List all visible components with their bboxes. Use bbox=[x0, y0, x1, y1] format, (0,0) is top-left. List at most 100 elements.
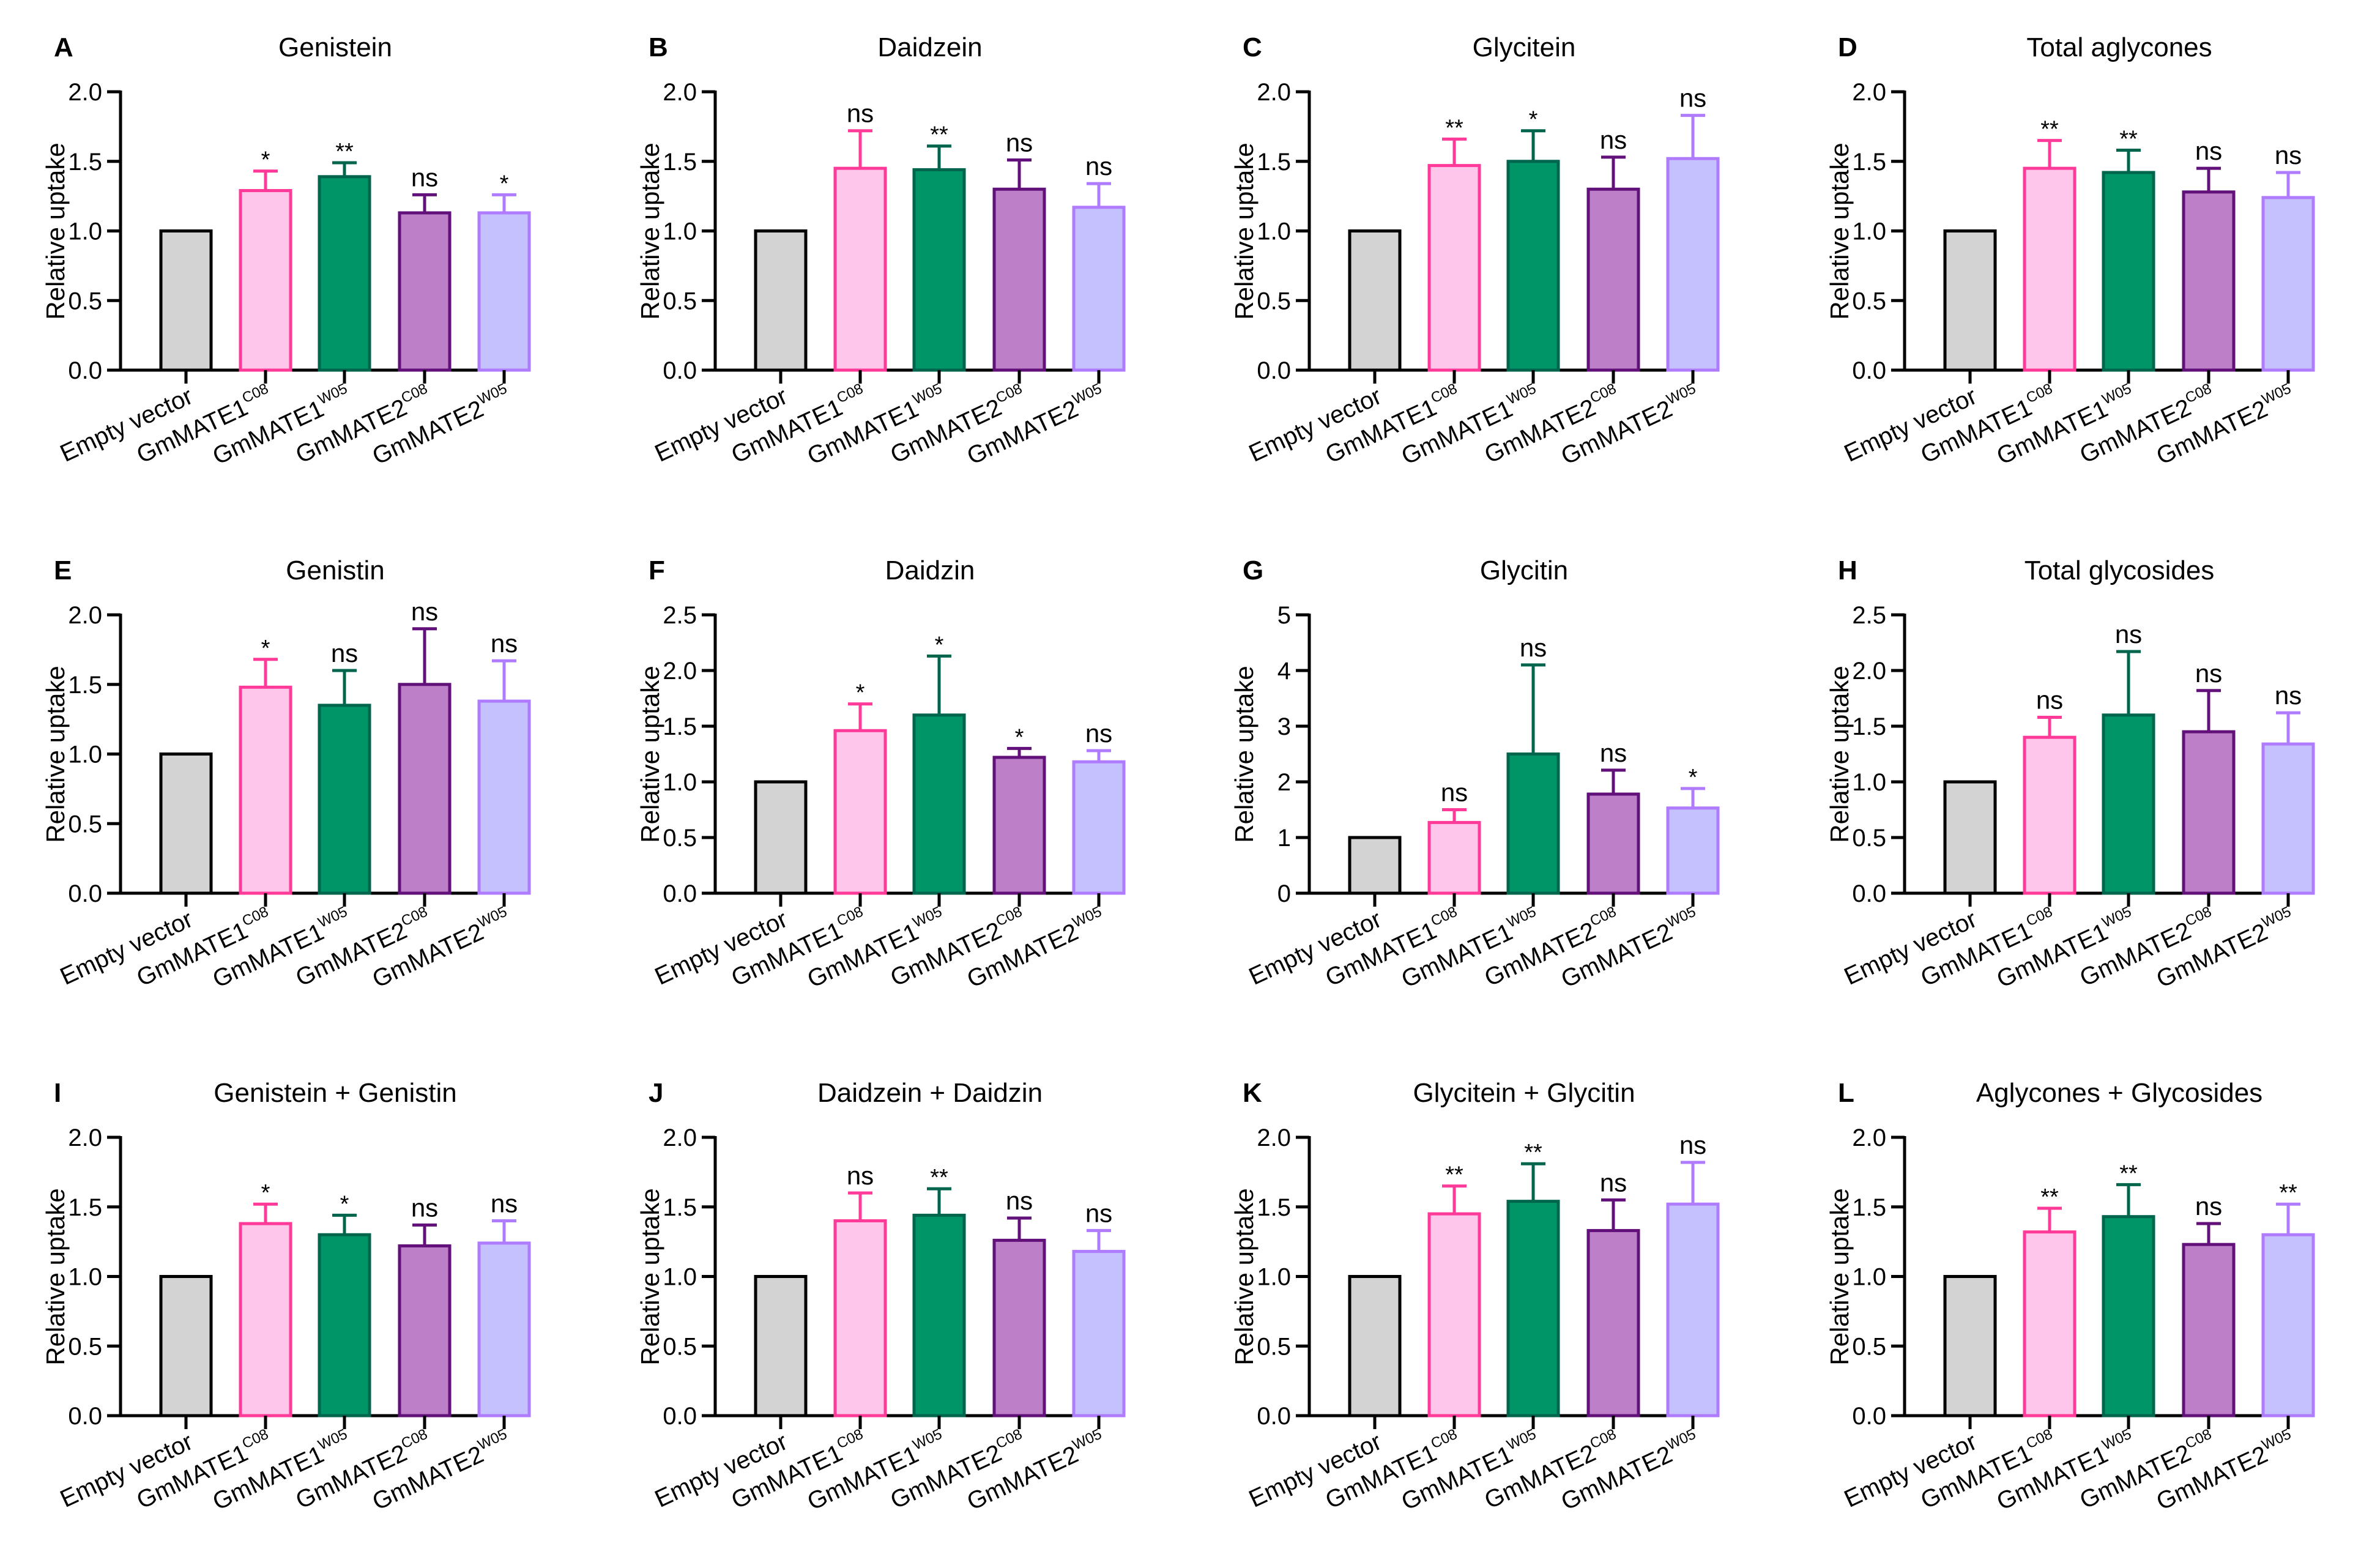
y-tick-label: 0.0 bbox=[68, 357, 102, 384]
significance-label: ** bbox=[1524, 1140, 1542, 1165]
y-tick-label: 1.5 bbox=[663, 713, 697, 740]
category-superscript: W05 bbox=[910, 381, 945, 408]
y-tick-label: 1.5 bbox=[1257, 1194, 1291, 1221]
y-tick-label: 3 bbox=[1277, 713, 1291, 740]
significance-label: ns bbox=[1006, 128, 1033, 157]
category-superscript: W05 bbox=[1664, 1426, 1698, 1454]
bar bbox=[1666, 1202, 1720, 1418]
y-tick-label: 1.0 bbox=[1257, 1264, 1291, 1291]
bar bbox=[833, 1219, 887, 1418]
significance-label: ns bbox=[2275, 141, 2302, 169]
bar bbox=[477, 211, 531, 372]
y-tick-label: 0.0 bbox=[1852, 880, 1886, 907]
category-superscript: W05 bbox=[910, 1426, 945, 1454]
y-tick-label: 1.0 bbox=[68, 218, 102, 245]
significance-label: ns bbox=[491, 1189, 518, 1218]
category-superscript: C08 bbox=[994, 1426, 1025, 1452]
panel-title: Glycitein bbox=[1473, 32, 1576, 62]
y-tick-label: 1.5 bbox=[1852, 713, 1886, 740]
y-tick-label: 0.5 bbox=[1852, 288, 1886, 314]
y-tick-label: 2.0 bbox=[1852, 658, 1886, 685]
category-superscript: W05 bbox=[2100, 1426, 2134, 1454]
category-superscript: C08 bbox=[240, 1426, 271, 1452]
y-tick-label: 1.5 bbox=[1257, 149, 1291, 176]
y-axis-label: Relative uptake bbox=[1230, 666, 1259, 843]
y-axis-label: Relative uptake bbox=[1825, 1188, 1854, 1365]
panel-title: Total glycosides bbox=[2025, 555, 2215, 585]
category-superscript: C08 bbox=[1588, 1426, 1619, 1452]
significance-label: * bbox=[1529, 107, 1538, 133]
category-superscript: W05 bbox=[1504, 1426, 1539, 1454]
category-superscript: C08 bbox=[2183, 381, 2214, 407]
significance-label: * bbox=[935, 632, 944, 658]
y-tick-label: 0.5 bbox=[1257, 1333, 1291, 1360]
panel-letter: D bbox=[1838, 32, 1857, 62]
significance-label: ** bbox=[2279, 1180, 2297, 1206]
bar bbox=[159, 752, 213, 895]
panel-title: Daidzin bbox=[885, 555, 975, 585]
significance-label: ns bbox=[1085, 152, 1112, 180]
panel-letter: B bbox=[649, 32, 668, 62]
y-tick-label: 1.5 bbox=[1852, 149, 1886, 176]
bar bbox=[1666, 806, 1720, 895]
category-superscript: W05 bbox=[1504, 904, 1539, 931]
significance-label: ns bbox=[847, 1161, 874, 1190]
panel-d: D Total aglycones Relative uptake 0.0 0.5 1.0… bbox=[1825, 32, 2315, 470]
bar bbox=[992, 756, 1046, 895]
panel-letter: J bbox=[649, 1078, 663, 1108]
significance-label: ns bbox=[491, 629, 518, 658]
bar bbox=[477, 1241, 531, 1418]
bar bbox=[1943, 1275, 1997, 1418]
bar bbox=[2023, 166, 2077, 372]
panel-letter: C bbox=[1243, 32, 1262, 62]
y-tick-label: 1.0 bbox=[1852, 1264, 1886, 1291]
y-tick-label: 0.0 bbox=[1257, 357, 1291, 384]
significance-label: ** bbox=[2119, 127, 2138, 152]
category-superscript: C08 bbox=[994, 904, 1025, 930]
bar bbox=[318, 175, 371, 372]
significance-label: ns bbox=[1085, 719, 1112, 748]
significance-label: * bbox=[261, 147, 270, 173]
significance-label: * bbox=[261, 1180, 270, 1206]
significance-label: ** bbox=[1445, 1162, 1463, 1188]
y-tick-label: 0.0 bbox=[1257, 1403, 1291, 1430]
category-superscript: C08 bbox=[835, 904, 866, 930]
y-tick-label: 0.5 bbox=[1257, 288, 1291, 314]
category-superscript: C08 bbox=[2024, 904, 2055, 930]
bar bbox=[2102, 171, 2155, 372]
panel-letter: L bbox=[1838, 1078, 1854, 1108]
bar bbox=[912, 713, 966, 895]
bar bbox=[159, 229, 213, 372]
y-tick-label: 1.5 bbox=[1852, 1194, 1886, 1221]
category-superscript: W05 bbox=[2100, 381, 2134, 408]
y-tick-label: 1.0 bbox=[1257, 218, 1291, 245]
bar bbox=[239, 189, 292, 372]
y-tick-label: 0.0 bbox=[1852, 357, 1886, 384]
significance-label: * bbox=[261, 636, 270, 661]
y-tick-label: 2 bbox=[1277, 769, 1291, 796]
category-superscript: C08 bbox=[1588, 381, 1619, 407]
bar bbox=[2182, 1243, 2236, 1418]
bar bbox=[1427, 820, 1481, 895]
bar bbox=[239, 1222, 292, 1418]
y-axis-label: Relative uptake bbox=[636, 1188, 664, 1365]
significance-label: ** bbox=[335, 139, 354, 165]
bar bbox=[318, 1233, 371, 1418]
category-superscript: W05 bbox=[1070, 381, 1104, 408]
category-superscript: W05 bbox=[910, 904, 945, 931]
bar bbox=[159, 1275, 213, 1418]
y-tick-label: 2.5 bbox=[1852, 602, 1886, 629]
y-tick-label: 1.0 bbox=[68, 741, 102, 768]
panel-letter: G bbox=[1243, 555, 1263, 585]
panel-title: Genistein bbox=[278, 32, 392, 62]
y-tick-label: 0.0 bbox=[1852, 1403, 1886, 1430]
significance-label: ns bbox=[1679, 1131, 1706, 1159]
category-superscript: C08 bbox=[835, 381, 866, 407]
significance-label: ns bbox=[411, 597, 438, 626]
category-superscript: C08 bbox=[399, 381, 430, 407]
panel-letter: F bbox=[649, 555, 665, 585]
y-tick-label: 2.0 bbox=[1257, 1124, 1291, 1151]
